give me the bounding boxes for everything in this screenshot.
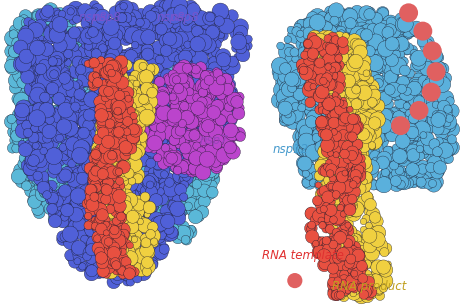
Circle shape [413, 22, 432, 41]
Text: RNA product: RNA product [332, 280, 406, 292]
Text: nsp7: nsp7 [199, 134, 228, 147]
Circle shape [427, 62, 446, 81]
Text: nsp12: nsp12 [273, 143, 309, 156]
Circle shape [410, 101, 428, 120]
Circle shape [391, 116, 410, 135]
Circle shape [399, 3, 418, 22]
Text: nsp8: nsp8 [92, 11, 121, 24]
Text: nsp8: nsp8 [156, 11, 185, 24]
Text: RNA template: RNA template [262, 249, 344, 262]
Circle shape [423, 41, 442, 60]
Text: nsp8: nsp8 [171, 11, 199, 24]
Circle shape [287, 273, 302, 288]
Circle shape [422, 83, 441, 102]
Text: nsp8: nsp8 [78, 11, 107, 24]
